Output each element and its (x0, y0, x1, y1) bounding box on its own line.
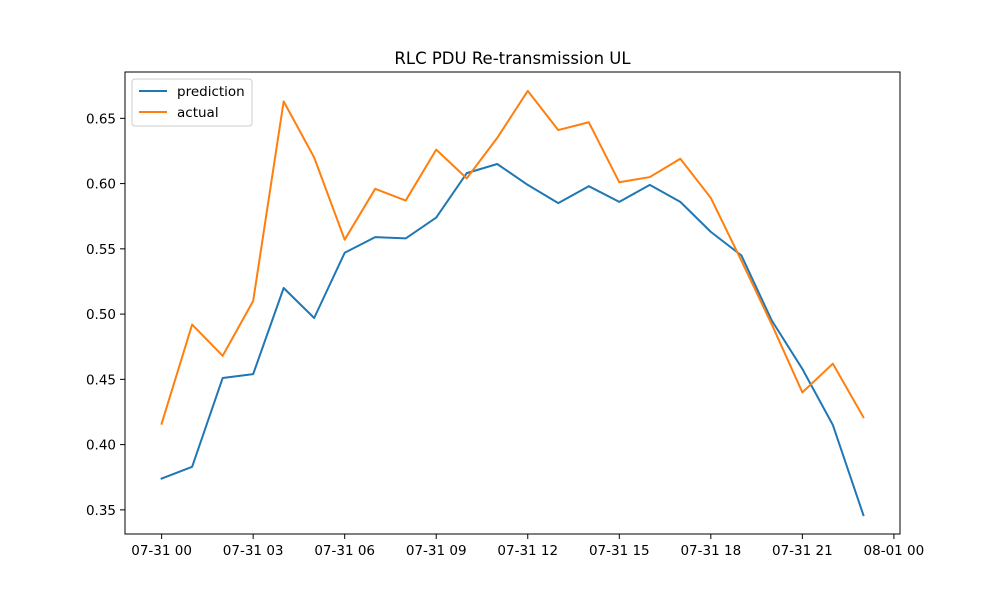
series-layer (160, 89, 865, 517)
plot-area (125, 72, 900, 534)
y-tick-label: 0.60 (86, 177, 116, 193)
series-line-prediction (160, 163, 865, 517)
x-tick-label: 07-31 21 (772, 543, 833, 559)
series-line-actual (160, 89, 865, 425)
chart-title: RLC PDU Re-transmission UL (394, 49, 631, 68)
legend-label-actual: actual (177, 105, 219, 121)
x-tick-label: 07-31 03 (223, 543, 284, 559)
y-tick-label: 0.50 (86, 307, 116, 323)
y-tick-label: 0.65 (86, 111, 116, 127)
x-tick-label: 07-31 00 (131, 543, 192, 559)
x-tick-label: 07-31 18 (680, 543, 741, 559)
x-tick-label: 07-31 09 (406, 543, 467, 559)
y-tick-label: 0.35 (86, 503, 116, 519)
x-tick-label: 07-31 06 (314, 543, 375, 559)
x-tick-label: 08-01 00 (864, 543, 925, 559)
axes-frame (124, 71, 901, 535)
legend-label-prediction: prediction (177, 84, 245, 100)
y-tick-label: 0.55 (86, 242, 116, 258)
x-tick-label: 07-31 12 (497, 543, 558, 559)
axes-layer: 07-31 00 07-31 03 07-31 06 07-31 09 07-31 12… (86, 71, 925, 559)
x-tick-label: 07-31 15 (589, 543, 650, 559)
y-tick-label: 0.40 (86, 438, 116, 454)
legend: prediction actual (131, 78, 253, 127)
y-tick-label: 0.45 (86, 372, 116, 388)
